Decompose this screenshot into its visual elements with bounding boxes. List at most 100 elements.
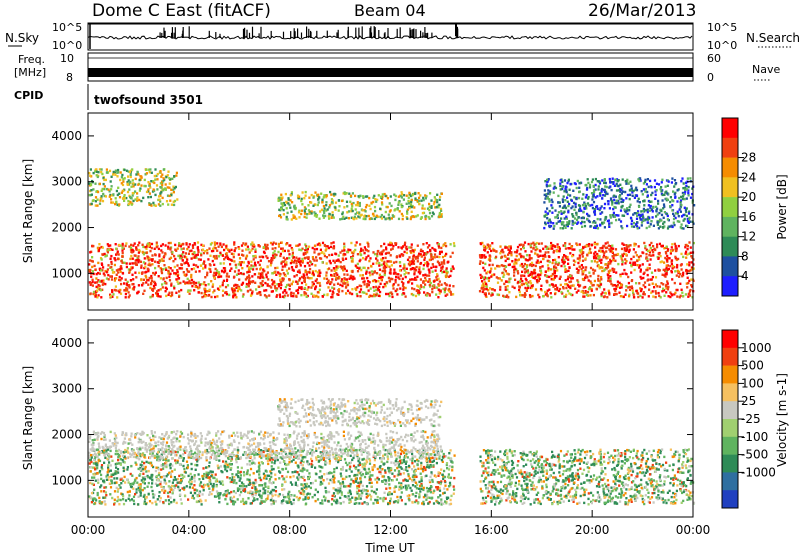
data-cell — [652, 254, 655, 257]
data-cell — [379, 207, 382, 210]
data-cell — [418, 268, 421, 271]
data-cell — [335, 265, 338, 268]
data-cell — [237, 457, 240, 460]
data-cell — [234, 263, 237, 267]
data-cell — [620, 192, 623, 195]
data-cell — [518, 288, 521, 292]
data-cell — [271, 290, 274, 293]
data-cell — [110, 260, 113, 264]
data-cell — [590, 260, 593, 263]
data-cell — [576, 243, 579, 247]
data-cell — [481, 290, 484, 294]
data-cell — [396, 501, 400, 504]
data-cell — [159, 194, 162, 197]
data-cell — [484, 276, 487, 279]
data-cell — [128, 284, 131, 287]
data-cell — [539, 260, 542, 264]
data-cell — [586, 276, 589, 279]
data-cell — [290, 259, 293, 262]
data-cell — [581, 225, 584, 228]
data-cell — [373, 289, 376, 292]
data-cell — [567, 258, 570, 261]
data-cell — [488, 256, 491, 260]
data-cell — [113, 279, 116, 282]
data-cell — [132, 288, 135, 291]
data-cell — [126, 288, 129, 291]
data-cell — [389, 268, 392, 271]
data-cell — [646, 194, 649, 197]
data-cell — [151, 254, 154, 257]
data-cell — [437, 244, 440, 247]
data-cell — [672, 212, 675, 216]
data-cell — [89, 292, 92, 295]
data-cell — [154, 266, 157, 270]
data-cell — [433, 253, 437, 256]
data-cell — [690, 268, 693, 271]
data-cell — [333, 476, 336, 480]
data-cell — [639, 287, 642, 290]
data-cell — [383, 260, 386, 264]
data-cell — [496, 281, 500, 284]
data-cell — [279, 295, 282, 299]
data-cell — [144, 265, 147, 268]
data-cell — [654, 290, 657, 293]
data-cell — [418, 272, 422, 275]
data-cell — [685, 268, 688, 272]
data-cell — [126, 190, 130, 194]
data-cell — [540, 284, 543, 287]
data-cell — [159, 456, 162, 459]
data-cell — [385, 265, 388, 269]
data-cell — [188, 292, 191, 295]
data-cell — [567, 209, 570, 212]
data-cell — [435, 276, 438, 279]
data-cell — [365, 249, 368, 252]
data-cell — [143, 178, 146, 182]
data-cell — [444, 254, 447, 257]
data-cell — [255, 453, 258, 456]
data-cell — [566, 200, 569, 203]
data-cell — [650, 271, 654, 274]
data-cell — [188, 243, 191, 246]
data-cell — [242, 293, 245, 296]
data-cell — [328, 212, 331, 216]
data-cell — [655, 210, 658, 213]
data-cell — [664, 191, 667, 194]
data-cell — [510, 254, 513, 257]
data-cell — [591, 178, 594, 181]
data-cell — [401, 193, 404, 196]
data-cell — [655, 182, 658, 185]
data-cell — [432, 464, 435, 467]
data-cell — [445, 252, 448, 256]
data-cell — [596, 195, 599, 198]
data-cell — [484, 262, 487, 266]
data-cell — [258, 245, 261, 248]
data-cell — [303, 215, 306, 219]
data-cell — [517, 272, 520, 275]
data-cell — [562, 287, 565, 290]
data-cell — [497, 293, 501, 297]
data-cell — [238, 261, 241, 264]
data-cell — [612, 215, 615, 218]
data-cell — [345, 269, 348, 272]
data-cell — [143, 493, 146, 497]
data-cell — [140, 199, 143, 203]
data-cell — [115, 253, 118, 256]
data-cell — [603, 188, 606, 192]
data-cell — [594, 226, 597, 230]
data-cell — [376, 198, 379, 202]
data-cell — [147, 269, 150, 273]
data-cell — [619, 190, 622, 193]
data-cell — [413, 268, 416, 271]
data-cell — [359, 295, 362, 298]
data-cell — [317, 253, 320, 256]
data-cell — [629, 180, 632, 183]
data-cell — [147, 244, 150, 247]
data-cell — [416, 275, 419, 278]
data-cell — [367, 242, 370, 246]
data-cell — [343, 206, 346, 209]
data-cell — [440, 261, 443, 264]
data-cell — [551, 200, 554, 204]
data-cell — [686, 263, 689, 266]
data-cell — [603, 207, 606, 210]
data-cell — [118, 278, 121, 282]
